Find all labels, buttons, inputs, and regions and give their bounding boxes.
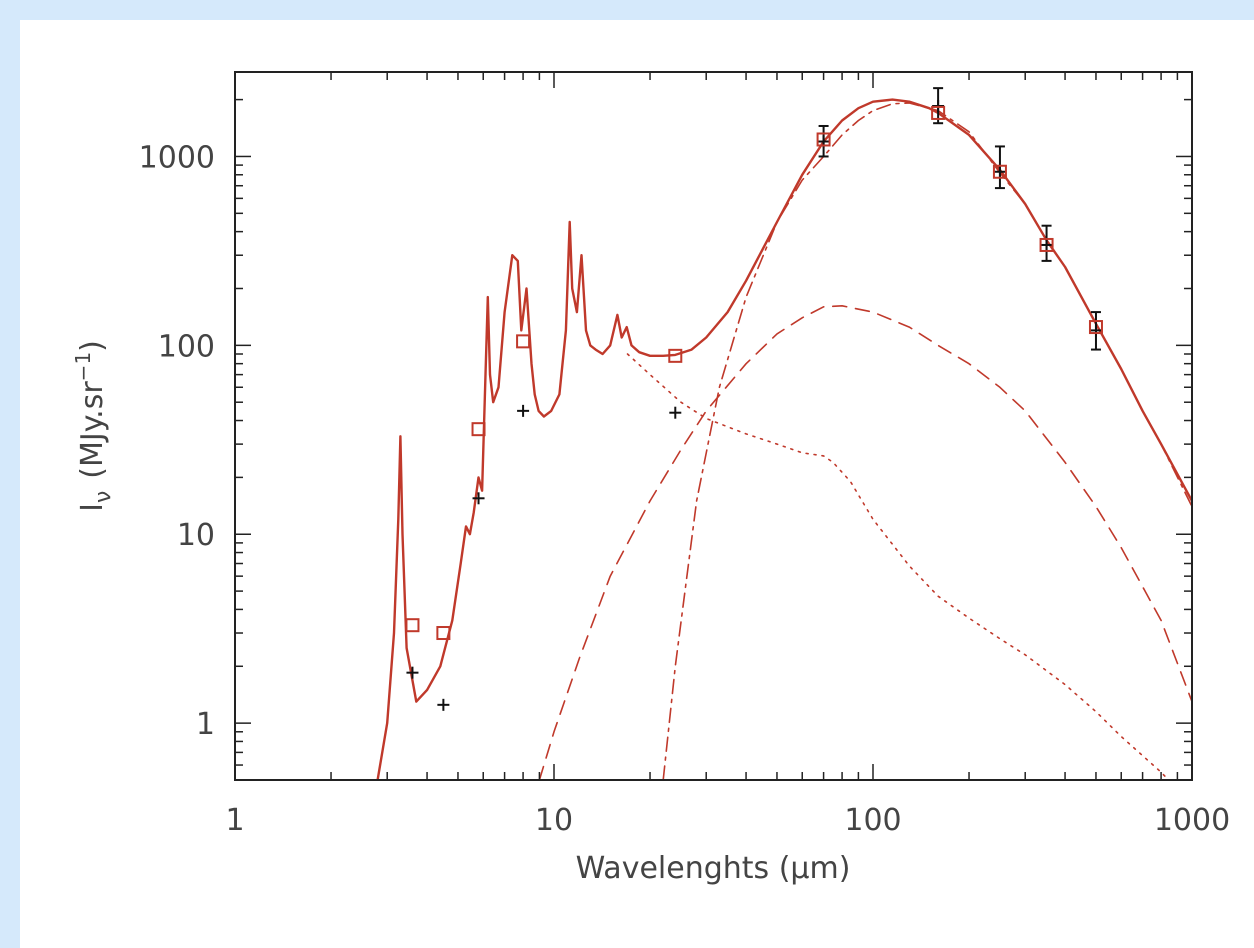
figure-panel: 1 10 100 1000 1 10 100 1000 Wavelenghts (μm) Iν… (20, 20, 1254, 948)
model-point (668, 348, 683, 363)
series-line-solid (376, 98, 1192, 780)
plot-area (376, 87, 1192, 780)
y-axis-label-symbol: I (75, 503, 110, 512)
model-point (992, 164, 1007, 179)
observed-point (1040, 224, 1053, 262)
model-point (931, 105, 946, 120)
x-tick-label: 100 (844, 803, 901, 838)
model-point (405, 618, 420, 633)
observed-point (472, 492, 485, 505)
y-axis-label-unit: (MJy.sr (75, 381, 110, 479)
model-point (516, 334, 531, 349)
plot-marks (376, 87, 1192, 780)
x-tick-label: 10 (535, 803, 573, 838)
x-tick-label: 1000 (1154, 803, 1230, 838)
y-tick-label: 1000 (139, 140, 215, 175)
axis-ticks (235, 72, 1192, 780)
x-tick-label: 1 (225, 803, 244, 838)
observed-point (406, 666, 419, 679)
observed-point (993, 145, 1006, 190)
observed-point (517, 404, 530, 417)
y-axis-label-exponent: −1 (71, 352, 95, 381)
y-axis-label: Iν (MJy.sr−1) (71, 340, 116, 512)
series-line-dash-dot (662, 102, 1192, 780)
x-axis-label: Wavelenghts (μm) (576, 851, 851, 886)
y-axis-label-subscript: ν (91, 491, 116, 503)
y-axis-label-close: ) (75, 340, 110, 352)
model-point (1039, 237, 1054, 252)
observed-point (1089, 311, 1102, 351)
y-tick-label: 100 (158, 329, 215, 364)
tick-labels: 1 10 100 1000 1 10 100 1000 (139, 140, 1231, 838)
sed-chart: 1 10 100 1000 1 10 100 1000 Wavelenghts (μm) Iν… (71, 71, 1231, 886)
series-line-dashed (538, 305, 1192, 780)
plot-frame (234, 71, 1193, 781)
y-tick-label: 10 (177, 518, 215, 553)
model-point (436, 626, 451, 641)
observed-point (437, 698, 450, 711)
model-point (1088, 320, 1103, 335)
model-point (471, 422, 486, 437)
observed-point (669, 406, 682, 419)
y-tick-label: 1 (196, 707, 215, 742)
model-point (816, 132, 831, 147)
